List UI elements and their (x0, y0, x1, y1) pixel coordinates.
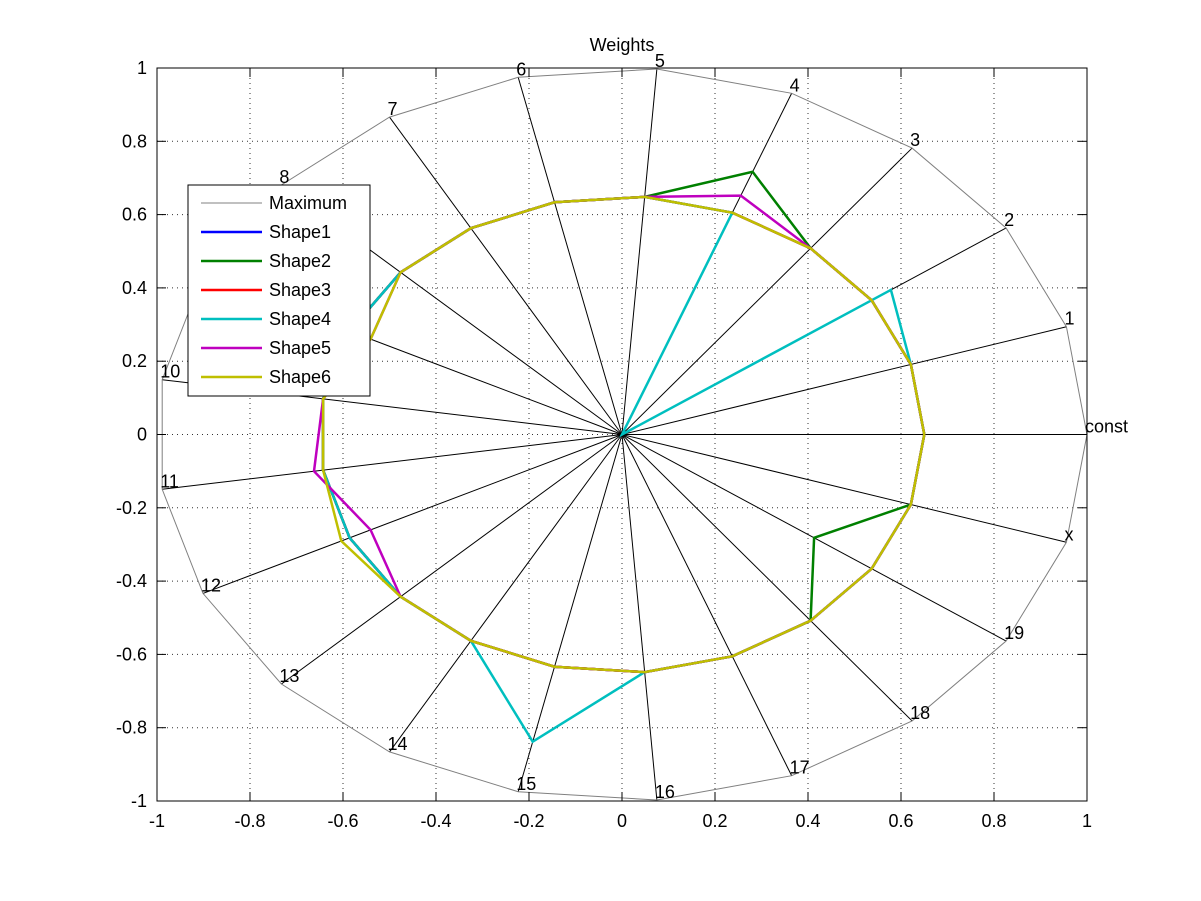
legend-label: Shape3 (269, 280, 331, 300)
spoke-label: 1 (1064, 309, 1074, 329)
legend-label: Shape1 (269, 222, 331, 242)
y-tick-label: 1 (137, 58, 147, 78)
spoke-label: 17 (790, 758, 810, 778)
spoke-line (389, 116, 623, 435)
spoke-label: 19 (1004, 623, 1024, 643)
x-tick-label: -1 (149, 811, 165, 831)
y-tick-label: -0.2 (116, 498, 147, 518)
spoke-label: 16 (655, 782, 675, 802)
series-lines (161, 68, 1088, 801)
spoke-label: 18 (910, 703, 930, 723)
x-tick-label: -0.8 (234, 811, 265, 831)
y-tick-label: 0.4 (122, 278, 147, 298)
y-tick-label: -0.8 (116, 718, 147, 738)
spoke-label: 15 (516, 774, 536, 794)
spoke-line (621, 434, 913, 722)
spoke-line (621, 434, 793, 776)
spoke-line (517, 434, 623, 792)
x-tick-label: -0.4 (420, 811, 451, 831)
legend-label: Shape5 (269, 338, 331, 358)
spoke-line (621, 434, 1067, 543)
spoke-labels: const12345678910111213141516171819x (160, 51, 1128, 802)
spoke-label: 2 (1004, 210, 1014, 230)
spoke-label: 10 (160, 362, 180, 382)
x-tick-label: 0.2 (702, 811, 727, 831)
spoke-line (621, 326, 1067, 435)
spoke-label: 3 (910, 130, 920, 150)
y-tick-label: -0.6 (116, 644, 147, 664)
y-tick-label: 0.8 (122, 131, 147, 151)
y-tick-label: -1 (131, 791, 147, 811)
y-tick-label: 0 (137, 425, 147, 445)
spoke-line (621, 147, 913, 435)
legend-label: Shape6 (269, 367, 331, 387)
spoke-label: 6 (516, 59, 526, 79)
spoke-line (517, 77, 623, 435)
spoke-label: 7 (388, 99, 398, 119)
spoke-label: const (1085, 417, 1128, 437)
chart-title: Weights (590, 35, 655, 55)
x-axis: -1 -0.8 -0.6 -0.4 -0.2 0 0.2 0.4 0.6 0.8 1 (149, 68, 1092, 831)
x-tick-label: 0.8 (981, 811, 1006, 831)
spoke-label: 14 (388, 734, 408, 754)
spoke-label: 4 (790, 75, 800, 95)
spoke-label: 12 (201, 575, 221, 595)
spoke-line (202, 434, 623, 594)
x-tick-label: 0 (617, 811, 627, 831)
x-tick-label: 0.4 (795, 811, 820, 831)
spoke-line (621, 68, 658, 435)
spoke-line (162, 434, 623, 490)
x-tick-label: 0.6 (888, 811, 913, 831)
legend-label: Shape2 (269, 251, 331, 271)
x-tick-label: 1 (1082, 811, 1092, 831)
spoke-label: 11 (160, 471, 179, 491)
y-tick-label: 0.6 (122, 205, 147, 225)
legend-label: Shape4 (269, 309, 331, 329)
spoke-label: 8 (279, 167, 289, 187)
series-line-shape6 (321, 195, 926, 674)
y-tick-label: 0.2 (122, 351, 147, 371)
x-tick-label: -0.2 (513, 811, 544, 831)
legend: Maximum Shape1 Shape2 Shape3 Shape4 Shape5 Sha… (187, 184, 371, 397)
spoke-label: x (1064, 524, 1073, 544)
spoke-label: 13 (279, 666, 299, 686)
legend-label: Maximum (269, 193, 347, 213)
y-axis: -1 -0.8 -0.6 -0.4 -0.2 0 0.2 0.4 0.6 0.8 1 (116, 58, 1087, 811)
spoke-line (281, 434, 623, 685)
spoke-label: 5 (655, 51, 665, 71)
spoke-line (621, 434, 658, 801)
x-tick-label: -0.6 (327, 811, 358, 831)
spoke-line (389, 434, 623, 753)
y-tick-label: -0.4 (116, 571, 147, 591)
